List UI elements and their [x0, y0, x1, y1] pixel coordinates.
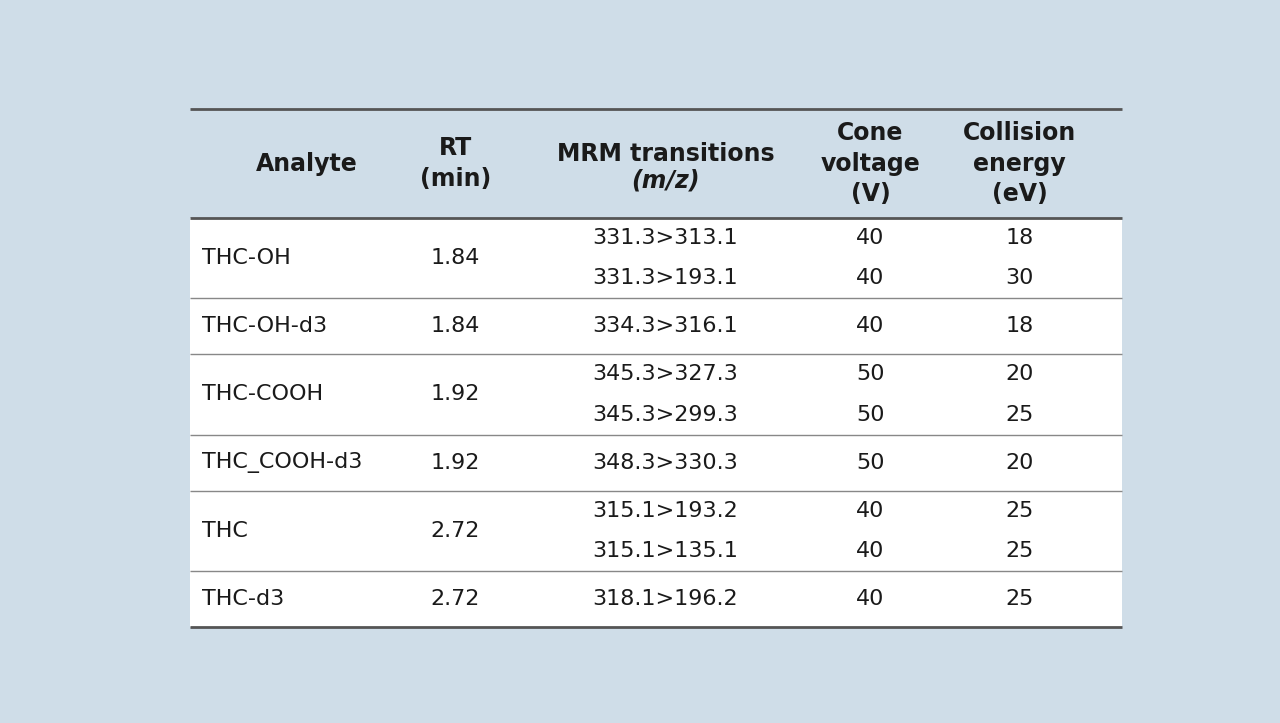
Text: 40: 40: [856, 500, 884, 521]
Text: 25: 25: [1006, 589, 1034, 609]
Text: 40: 40: [856, 589, 884, 609]
Text: 50: 50: [856, 453, 884, 473]
Text: 1.92: 1.92: [431, 385, 480, 404]
Text: Collision
energy
(eV): Collision energy (eV): [963, 121, 1076, 206]
Text: 331.3>313.1: 331.3>313.1: [593, 228, 739, 248]
Text: (m/z): (m/z): [631, 168, 700, 192]
Text: 318.1>196.2: 318.1>196.2: [593, 589, 739, 609]
Text: 315.1>193.2: 315.1>193.2: [593, 500, 739, 521]
Text: MRM transitions: MRM transitions: [557, 142, 774, 166]
Bar: [189, 218, 1123, 627]
Text: 50: 50: [856, 364, 884, 385]
Text: 1.84: 1.84: [431, 248, 480, 268]
Text: THC-OH: THC-OH: [202, 248, 291, 268]
Text: 334.3>316.1: 334.3>316.1: [593, 317, 739, 336]
Text: 2.72: 2.72: [431, 589, 480, 609]
Text: RT
(min): RT (min): [420, 136, 492, 191]
Bar: [189, 109, 1123, 218]
Text: Analyte: Analyte: [256, 152, 357, 176]
Text: THC-d3: THC-d3: [202, 589, 284, 609]
Text: 50: 50: [856, 405, 884, 424]
Text: 25: 25: [1006, 500, 1034, 521]
Text: 348.3>330.3: 348.3>330.3: [593, 453, 739, 473]
Text: 345.3>299.3: 345.3>299.3: [593, 405, 739, 424]
Text: 40: 40: [856, 228, 884, 248]
Text: 20: 20: [1006, 364, 1034, 385]
Text: Cone
voltage
(V): Cone voltage (V): [820, 121, 920, 206]
Text: 40: 40: [856, 317, 884, 336]
Text: 30: 30: [1006, 268, 1034, 288]
Text: THC_COOH-d3: THC_COOH-d3: [202, 452, 362, 473]
Text: 331.3>193.1: 331.3>193.1: [593, 268, 739, 288]
Text: 25: 25: [1006, 405, 1034, 424]
Text: 40: 40: [856, 268, 884, 288]
Text: 1.84: 1.84: [431, 317, 480, 336]
Text: 315.1>135.1: 315.1>135.1: [593, 541, 739, 561]
Text: 20: 20: [1006, 453, 1034, 473]
Text: 18: 18: [1006, 317, 1034, 336]
Text: 345.3>327.3: 345.3>327.3: [593, 364, 739, 385]
Text: 25: 25: [1006, 541, 1034, 561]
Text: THC: THC: [202, 521, 247, 541]
Text: 2.72: 2.72: [431, 521, 480, 541]
Text: 18: 18: [1006, 228, 1034, 248]
Text: THC-OH-d3: THC-OH-d3: [202, 317, 326, 336]
Text: 1.92: 1.92: [431, 453, 480, 473]
Text: 40: 40: [856, 541, 884, 561]
Text: THC-COOH: THC-COOH: [202, 385, 323, 404]
